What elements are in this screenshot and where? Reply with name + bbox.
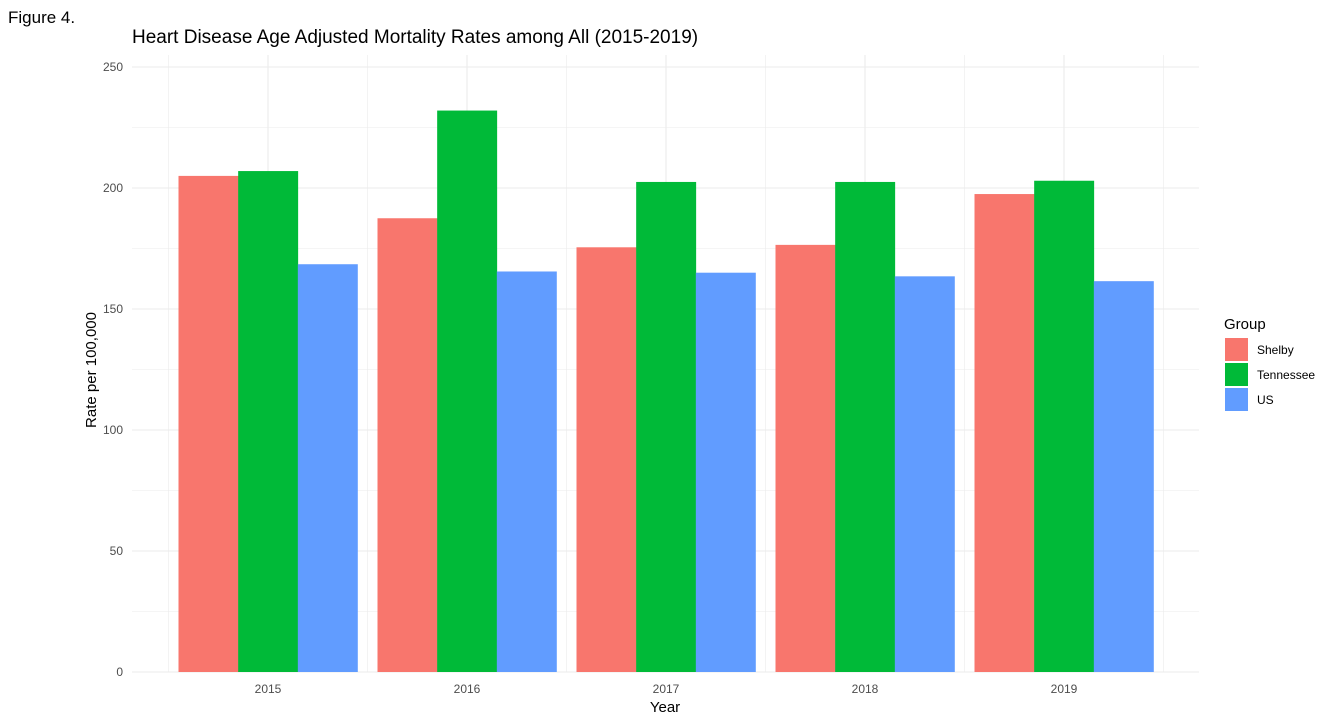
figure-label: Figure 4. [8,8,76,27]
y-tick-label: 0 [116,665,123,679]
bar-tennessee-2017 [636,181,697,672]
legend-swatch-shelby [1225,338,1248,361]
legend-label-us: US [1257,393,1274,407]
bar-tennessee-2015 [238,171,299,672]
y-axis-title: Rate per 100,000 [83,312,100,428]
bar-us-2017 [695,272,756,672]
y-tick-label: 50 [110,544,124,558]
legend-swatch-us [1225,388,1248,411]
tick-labels: 2015 2016 2017 2018 2019 0 50 100 150 200 250 [103,60,1078,696]
bar-shelby-2019 [974,194,1035,673]
legend-swatch-tennessee [1225,363,1248,386]
bar-shelby-2015 [178,175,239,672]
bar-shelby-2018 [775,244,836,672]
legend: Group Shelby Tennessee US [1224,316,1315,411]
x-tick-label: 2015 [255,682,282,696]
bar-shelby-2016 [377,218,438,672]
y-tick-label: 150 [103,302,123,316]
bar-us-2019 [1093,281,1154,672]
x-tick-label: 2019 [1051,682,1078,696]
bar-us-2015 [297,264,358,672]
x-tick-label: 2016 [454,682,481,696]
bar-shelby-2017 [576,247,637,673]
legend-label-tennessee: Tennessee [1257,368,1315,382]
bar-tennessee-2016 [437,110,498,672]
bar-tennessee-2018 [835,181,896,672]
y-tick-label: 200 [103,181,123,195]
x-axis-title: Year [650,699,680,716]
x-tick-label: 2018 [852,682,879,696]
x-tick-label: 2017 [653,682,680,696]
bar-us-2016 [496,271,557,672]
y-tick-label: 100 [103,423,123,437]
bars [178,110,1154,673]
legend-label-shelby: Shelby [1257,343,1294,357]
bar-us-2018 [894,276,955,672]
chart-title: Heart Disease Age Adjusted Mortality Rat… [132,27,698,48]
y-tick-label: 250 [103,60,123,74]
bar-tennessee-2019 [1034,180,1095,673]
legend-title: Group [1224,316,1266,333]
